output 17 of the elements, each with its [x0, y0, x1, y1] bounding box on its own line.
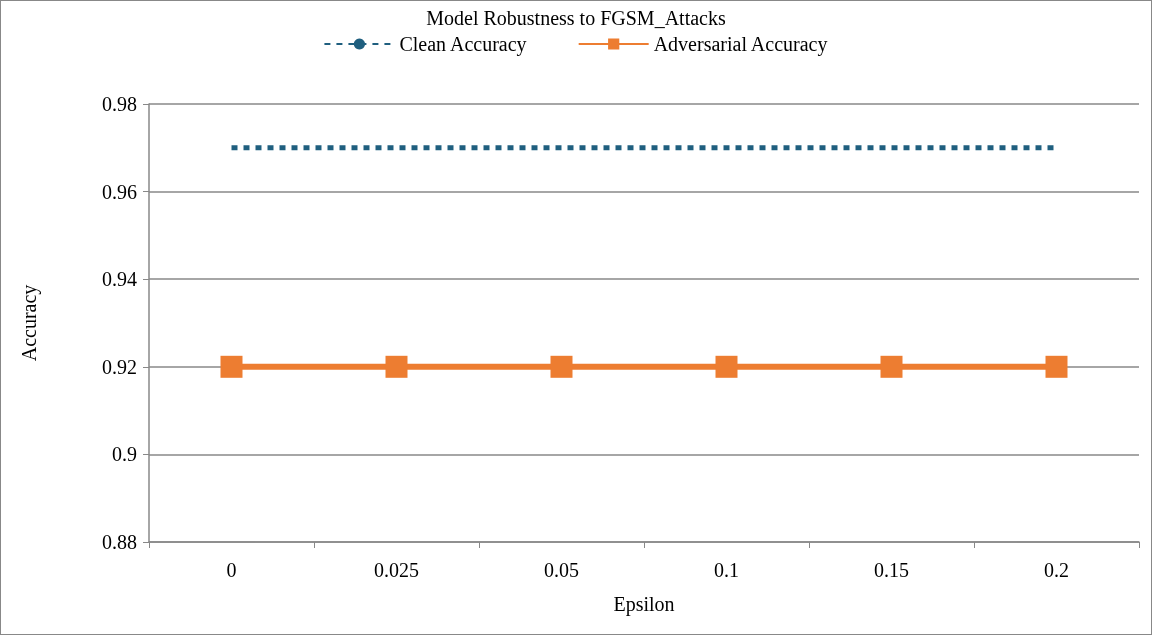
y-tick-label: 0.98 [102, 93, 137, 115]
x-tick-label: 0.05 [544, 559, 579, 581]
y-tick-label: 0.88 [102, 531, 137, 553]
x-tick-label: 0.2 [1044, 559, 1069, 581]
y-axis-title: Accuracy [18, 284, 41, 362]
x-axis-title: Epsilon [613, 593, 675, 616]
y-tick-label: 0.92 [102, 355, 137, 378]
x-tick-label: 0 [226, 559, 237, 581]
y-tick-label: 0.9 [112, 443, 137, 466]
x-tick-label: 0.025 [374, 559, 419, 581]
legend-label: Adversarial Accuracy [653, 33, 828, 56]
x-tick-label: 0.1 [714, 559, 739, 581]
x-tick-label: 0.15 [874, 559, 909, 581]
y-tick-label: 0.94 [102, 268, 137, 291]
chart-title: Model Robustness to FGSM_Attacks [426, 7, 726, 29]
legend-label: Clean Accuracy [399, 33, 527, 56]
y-tick-label: 0.96 [102, 180, 137, 203]
